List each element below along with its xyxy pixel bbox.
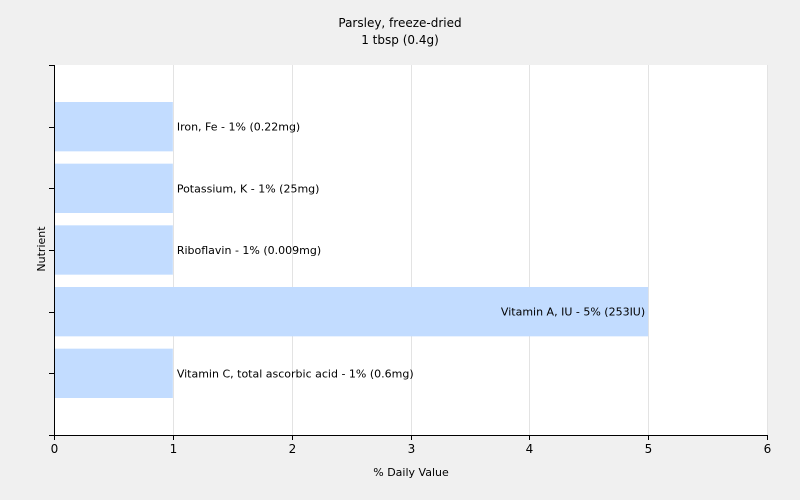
bar-label: Riboflavin - 1% (0.009mg) bbox=[177, 244, 321, 257]
x-tick-label: 6 bbox=[764, 442, 772, 456]
bar-label: Iron, Fe - 1% (0.22mg) bbox=[177, 121, 300, 134]
chart-subtitle: 1 tbsp (0.4g) bbox=[361, 33, 439, 47]
bar bbox=[55, 102, 173, 152]
x-tick-label: 4 bbox=[526, 442, 534, 456]
grid-lines bbox=[173, 65, 768, 435]
x-tick-label: 3 bbox=[408, 442, 416, 456]
x-tick-label: 5 bbox=[645, 442, 653, 456]
bar bbox=[55, 287, 649, 337]
x-tick-label: 0 bbox=[51, 442, 59, 456]
x-tick-label: 2 bbox=[289, 442, 297, 456]
x-axis-title: % Daily Value bbox=[373, 466, 449, 479]
bar bbox=[55, 348, 173, 398]
bar-label: Vitamin C, total ascorbic acid - 1% (0.6… bbox=[177, 367, 414, 380]
bar-label: Vitamin A, IU - 5% (253IU) bbox=[501, 306, 645, 319]
x-tick-label: 1 bbox=[170, 442, 178, 456]
y-axis-title: Nutrient bbox=[35, 226, 48, 272]
bar-label: Potassium, K - 1% (25mg) bbox=[177, 182, 320, 195]
bar bbox=[55, 225, 173, 275]
chart-title: Parsley, freeze-dried bbox=[338, 16, 461, 30]
bar bbox=[55, 163, 173, 213]
bars: Iron, Fe - 1% (0.22mg) Potassium, K - 1% … bbox=[55, 102, 649, 398]
axes: 0 1 2 3 4 5 6 bbox=[49, 65, 771, 456]
